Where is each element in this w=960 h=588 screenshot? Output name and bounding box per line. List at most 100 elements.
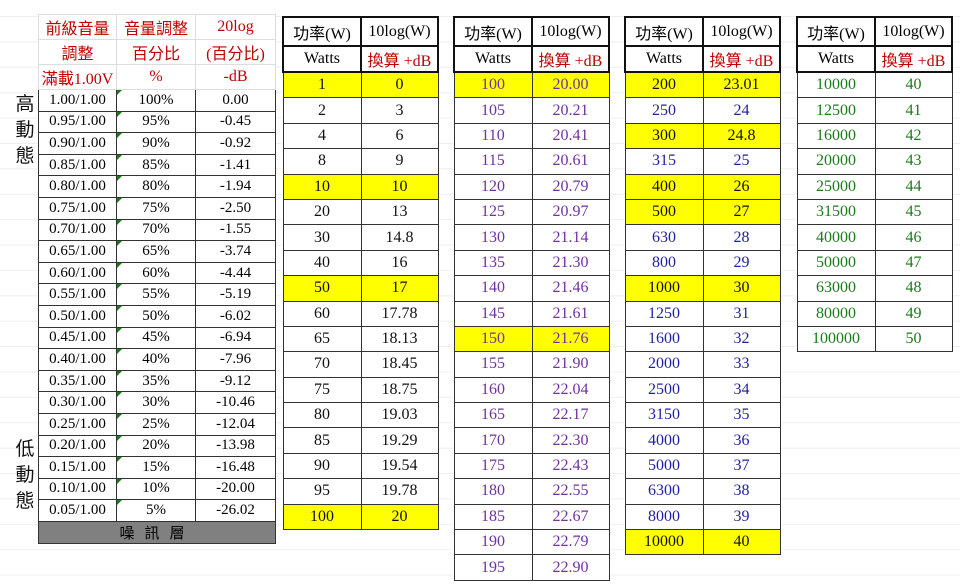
watts-cell[interactable]: 80000 (796, 300, 876, 327)
watts-cell[interactable]: 1600 (624, 325, 704, 353)
watts-cell[interactable]: 10000 (796, 71, 876, 99)
db-cell[interactable]: 46 (874, 224, 953, 251)
db-cell[interactable]: 17.78 (360, 300, 439, 327)
voltage-cell[interactable]: 0.85/1.00 (38, 153, 117, 177)
column-header[interactable]: (百分比) (195, 39, 276, 65)
db-cell[interactable]: 43 (874, 148, 953, 175)
watts-cell[interactable]: 65 (282, 325, 362, 353)
column-header[interactable]: Watts (624, 45, 704, 73)
column-header[interactable]: 換算 +dB (531, 45, 610, 73)
column-header[interactable]: 調整 (38, 39, 117, 65)
watts-cell[interactable]: 110 (453, 122, 533, 150)
column-header[interactable]: 功率(W) (624, 16, 704, 47)
voltage-cell[interactable]: 0.50/1.00 (38, 304, 117, 328)
watts-cell[interactable]: 170 (453, 427, 533, 454)
watts-cell[interactable]: 10 (282, 173, 362, 200)
db-cell[interactable]: 20 (360, 503, 439, 531)
watts-cell[interactable]: 100 (453, 71, 533, 99)
watts-cell[interactable]: 60 (282, 300, 362, 327)
column-header[interactable]: 功率(W) (282, 16, 362, 47)
db-cell[interactable]: -26.02 (195, 499, 276, 522)
column-header[interactable]: 功率(W) (453, 16, 533, 47)
voltage-cell[interactable]: 0.10/1.00 (38, 477, 117, 501)
db-cell[interactable]: 21.90 (531, 351, 610, 378)
watts-cell[interactable]: 4 (282, 122, 362, 150)
column-header[interactable]: Watts (453, 45, 533, 73)
watts-cell[interactable]: 100 (282, 503, 362, 531)
db-cell[interactable]: -12.04 (195, 412, 276, 436)
watts-cell[interactable]: 90 (282, 452, 362, 480)
db-cell[interactable]: 26 (702, 173, 781, 200)
db-cell[interactable]: 39 (702, 503, 781, 531)
percent-cell[interactable]: 65% (116, 240, 196, 263)
watts-cell[interactable]: 20 (282, 198, 362, 226)
watts-cell[interactable]: 3150 (624, 402, 704, 429)
db-cell[interactable]: 37 (702, 452, 781, 480)
voltage-cell[interactable]: 0.45/1.00 (38, 326, 117, 350)
watts-cell[interactable]: 2500 (624, 376, 704, 404)
db-cell[interactable]: 22.55 (531, 478, 610, 505)
db-cell[interactable]: -0.92 (195, 132, 276, 155)
watts-cell[interactable]: 185 (453, 503, 533, 531)
db-cell[interactable]: 21.46 (531, 275, 610, 302)
db-cell[interactable]: -9.12 (195, 369, 276, 393)
voltage-cell[interactable]: 0.20/1.00 (38, 434, 117, 458)
watts-cell[interactable]: 1 (282, 71, 362, 99)
watts-cell[interactable]: 63000 (796, 275, 876, 302)
voltage-cell[interactable]: 0.30/1.00 (38, 391, 117, 414)
column-header[interactable]: 前級音量 (38, 14, 117, 40)
voltage-cell[interactable]: 1.00/1.00 (38, 89, 117, 112)
watts-cell[interactable]: 1250 (624, 300, 704, 327)
watts-cell[interactable]: 175 (453, 452, 533, 480)
db-cell[interactable]: 40 (702, 529, 781, 556)
percent-cell[interactable]: 35% (116, 369, 196, 393)
column-header[interactable]: Watts (282, 45, 362, 73)
column-header[interactable]: 百分比 (116, 39, 196, 65)
watts-cell[interactable]: 4000 (624, 427, 704, 454)
db-cell[interactable]: 24 (702, 97, 781, 124)
db-cell[interactable]: 3 (360, 97, 439, 124)
db-cell[interactable]: 22.79 (531, 529, 610, 556)
watts-cell[interactable]: 50000 (796, 249, 876, 277)
percent-cell[interactable]: 10% (116, 477, 196, 501)
watts-cell[interactable]: 20000 (796, 148, 876, 175)
voltage-cell[interactable]: 0.70/1.00 (38, 218, 117, 242)
db-cell[interactable]: 31 (702, 300, 781, 327)
db-cell[interactable]: 20.79 (531, 173, 610, 200)
db-cell[interactable]: 17 (360, 275, 439, 302)
watts-cell[interactable]: 200 (624, 71, 704, 99)
column-header[interactable]: 10log(W) (360, 16, 439, 47)
percent-cell[interactable]: 75% (116, 196, 196, 220)
voltage-cell[interactable]: 0.25/1.00 (38, 412, 117, 436)
db-cell[interactable]: -1.55 (195, 218, 276, 242)
db-cell[interactable]: 22.67 (531, 503, 610, 531)
percent-cell[interactable]: 20% (116, 434, 196, 458)
db-cell[interactable]: 18.75 (360, 376, 439, 404)
db-cell[interactable]: 33 (702, 351, 781, 378)
db-cell[interactable]: 19.78 (360, 478, 439, 505)
watts-cell[interactable]: 1000 (624, 275, 704, 302)
column-header[interactable]: 功率(W) (796, 16, 876, 47)
watts-cell[interactable]: 40 (282, 249, 362, 277)
percent-cell[interactable]: 55% (116, 283, 196, 306)
percent-cell[interactable]: 50% (116, 304, 196, 328)
watts-cell[interactable]: 5000 (624, 452, 704, 480)
watts-cell[interactable]: 115 (453, 148, 533, 175)
noise-floor-cell[interactable]: 噪訊層 (38, 520, 276, 544)
watts-cell[interactable]: 150 (453, 325, 533, 353)
watts-cell[interactable]: 125 (453, 198, 533, 226)
voltage-cell[interactable]: 0.55/1.00 (38, 283, 117, 306)
db-cell[interactable]: 32 (702, 325, 781, 353)
watts-cell[interactable]: 8 (282, 148, 362, 175)
db-cell[interactable]: 9 (360, 148, 439, 175)
db-cell[interactable]: -6.02 (195, 304, 276, 328)
db-cell[interactable]: -2.50 (195, 196, 276, 220)
percent-cell[interactable]: 95% (116, 110, 196, 134)
watts-cell[interactable]: 95 (282, 478, 362, 505)
db-cell[interactable]: -5.19 (195, 283, 276, 306)
watts-cell[interactable]: 8000 (624, 503, 704, 531)
column-header[interactable]: 滿載1.00V (38, 64, 117, 90)
column-header[interactable]: 20log (195, 14, 276, 40)
db-cell[interactable]: -10.46 (195, 391, 276, 414)
db-cell[interactable]: 18.45 (360, 351, 439, 378)
